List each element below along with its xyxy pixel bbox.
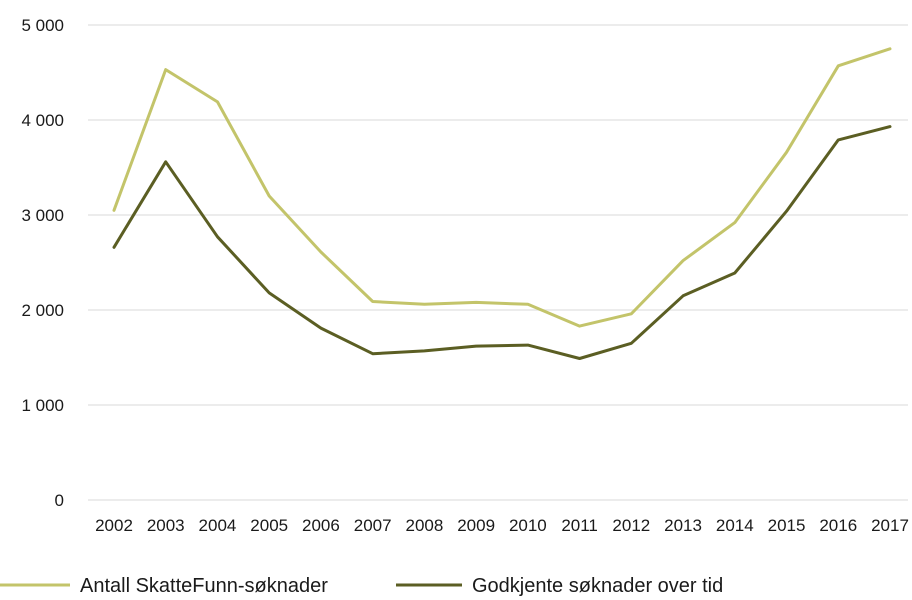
series-line-1 bbox=[112, 47, 892, 328]
y-axis-ticks: 0 1 000 2 000 3 000 4 000 5 000 bbox=[21, 16, 64, 510]
x-tick-label: 2005 bbox=[250, 516, 288, 535]
x-axis-ticks: 2002 2003 2004 2005 2006 2007 2008 2009 2010 2011… bbox=[95, 516, 909, 535]
x-tick-label: 2013 bbox=[664, 516, 702, 535]
x-tick-label: 2017 bbox=[871, 516, 909, 535]
x-tick-label: 2008 bbox=[405, 516, 443, 535]
y-tick-label: 2 000 bbox=[21, 301, 64, 320]
y-tick-label: 0 bbox=[55, 491, 64, 510]
series-line-2 bbox=[112, 125, 892, 360]
x-tick-label: 2007 bbox=[354, 516, 392, 535]
y-tick-label: 5 000 bbox=[21, 16, 64, 35]
x-tick-label: 2014 bbox=[716, 516, 754, 535]
x-tick-label: 2015 bbox=[768, 516, 806, 535]
x-tick-label: 2006 bbox=[302, 516, 340, 535]
x-tick-label: 2012 bbox=[612, 516, 650, 535]
x-tick-label: 2011 bbox=[561, 516, 598, 535]
x-tick-label: 2004 bbox=[199, 516, 237, 535]
y-tick-label: 4 000 bbox=[21, 111, 64, 130]
y-tick-label: 1 000 bbox=[21, 396, 64, 415]
x-tick-label: 2010 bbox=[509, 516, 547, 535]
legend-label-1: Antall SkatteFunn-søknader bbox=[80, 575, 328, 597]
legend: Antall SkatteFunn-søknader Godkjente søkn… bbox=[0, 575, 723, 597]
x-tick-label: 2016 bbox=[819, 516, 857, 535]
x-tick-label: 2009 bbox=[457, 516, 495, 535]
gridlines bbox=[88, 24, 908, 501]
legend-label-2: Godkjente søknader over tid bbox=[472, 575, 723, 597]
x-tick-label: 2002 bbox=[95, 516, 133, 535]
y-tick-label: 3 000 bbox=[21, 206, 64, 225]
series-lines bbox=[112, 47, 892, 360]
x-tick-label: 2003 bbox=[147, 516, 185, 535]
